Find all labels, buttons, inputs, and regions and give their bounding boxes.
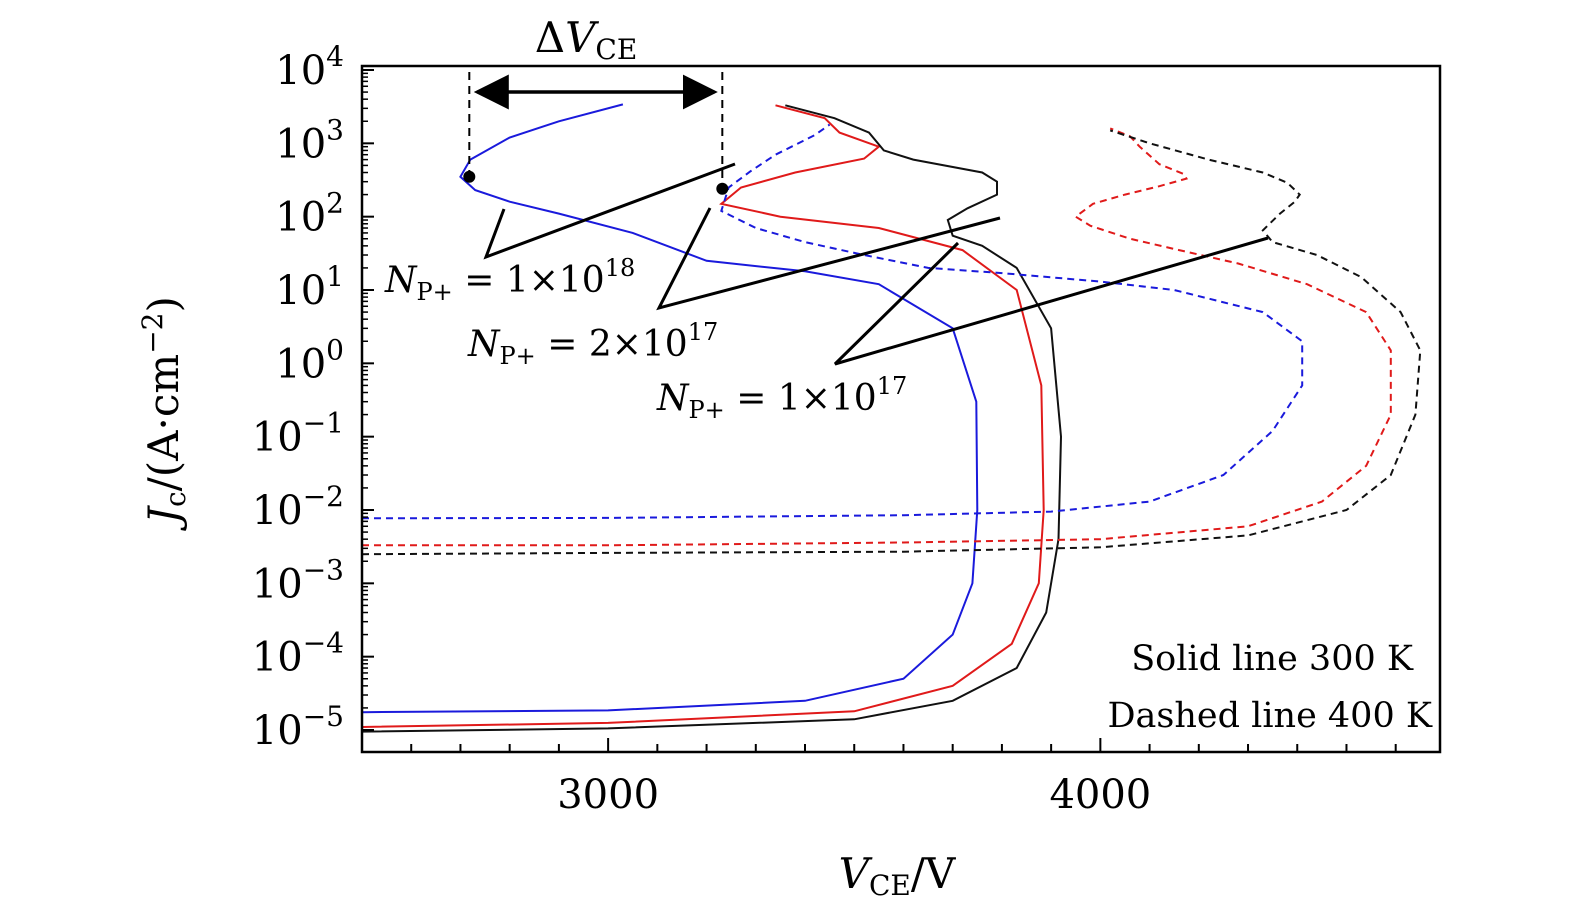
annotation-pointer-0	[483, 162, 736, 260]
marker-layer	[463, 170, 729, 195]
breakdown-marker	[716, 182, 729, 195]
series-line-1e17-300k	[362, 104, 1063, 733]
y-tick-label: 10−4	[252, 627, 344, 681]
delta-vce-annotation: ΔVCE	[468, 13, 724, 185]
annotation-pointer-2	[833, 236, 1269, 366]
x-tick-label: 4000	[1049, 772, 1151, 818]
y-tick-label: 102	[275, 187, 344, 241]
legend-note-dashed: Dashed line 400 K	[1107, 696, 1432, 736]
tick-layer	[362, 69, 1397, 752]
delta-vce-label: ΔVCE	[535, 13, 638, 66]
series-line-1e18-300k	[362, 103, 979, 714]
x-tick-label: 3000	[557, 772, 659, 818]
y-tick-labels: 104 103 102 101 100 10−1 10−2 10−3 10−4 10−5	[252, 40, 344, 754]
pointer-layer	[483, 162, 1269, 366]
breakdown-marker	[463, 170, 476, 183]
y-tick-label: 100	[275, 333, 344, 387]
y-tick-label: 10−2	[252, 480, 344, 534]
y-tick-label: 101	[275, 260, 344, 314]
plot-frame	[360, 64, 1442, 754]
y-axis-label: Jc/(A·cm−2)	[136, 296, 192, 532]
series-line-1e18-400k	[362, 123, 1304, 520]
annotation-pointer-1	[656, 207, 1001, 311]
annotation-np-1e17: NP+ = 1×1017	[656, 372, 907, 424]
y-tick-label: 10−5	[252, 700, 344, 754]
series-layer	[362, 103, 1422, 733]
y-tick-label: 104	[275, 40, 344, 94]
y-tick-label: 10−3	[252, 553, 344, 607]
annotation-np-2e17: NP+ = 2×1017	[467, 318, 718, 370]
y-tick-label: 103	[275, 113, 344, 167]
legend-note-solid: Solid line 300 K	[1131, 639, 1414, 679]
series-line-2e17-400k	[362, 127, 1392, 547]
x-axis-label: VCE/V	[839, 849, 956, 902]
annotation-np-1e18: NP+ = 1×1018	[384, 254, 635, 306]
y-tick-label: 10−1	[252, 407, 344, 461]
